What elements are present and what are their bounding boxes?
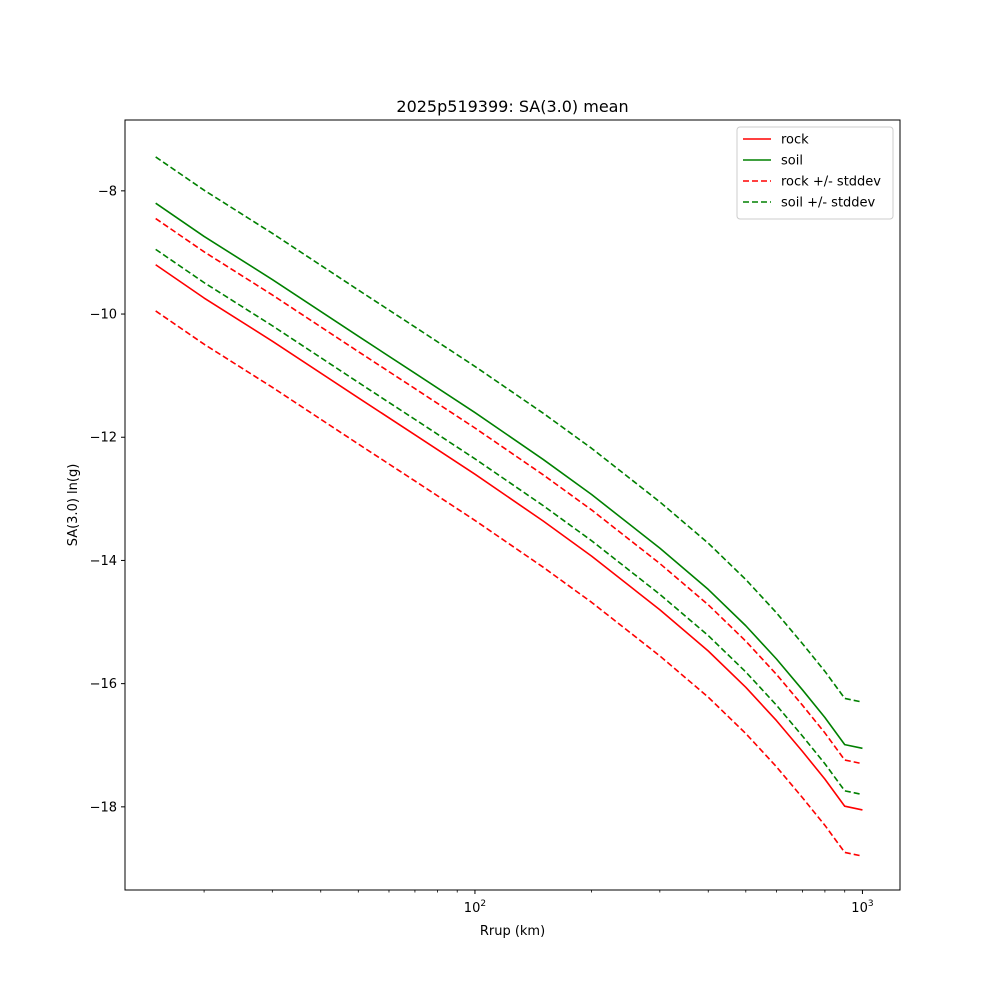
legend-label: soil +/- stddev bbox=[781, 196, 876, 211]
legend-label: rock +/- stddev bbox=[781, 175, 881, 190]
x-axis-label: Rrup (km) bbox=[480, 924, 545, 939]
y-axis-label: SA(3.0) ln(g) bbox=[66, 464, 81, 547]
series-line-1 bbox=[155, 202, 863, 750]
x-tick-label: 103 bbox=[851, 899, 873, 916]
y-tick-label: −18 bbox=[90, 800, 117, 815]
series-line-5 bbox=[155, 248, 863, 796]
legend-label: soil bbox=[781, 154, 803, 169]
x-tick-label: 102 bbox=[464, 899, 486, 916]
y-tick-label: −10 bbox=[90, 308, 117, 323]
y-tick-label: −8 bbox=[98, 184, 117, 199]
series-line-2 bbox=[155, 217, 863, 765]
series-line-0 bbox=[155, 264, 863, 811]
y-tick-label: −12 bbox=[90, 431, 117, 446]
series-lines bbox=[155, 156, 863, 857]
series-line-4 bbox=[155, 156, 863, 703]
legend: rock soil rock +/- stddev soil +/- stddev bbox=[736, 126, 894, 220]
legend-box bbox=[736, 126, 894, 220]
series-line-3 bbox=[155, 310, 863, 857]
legend-label: rock bbox=[781, 133, 809, 148]
y-tick-label: −14 bbox=[90, 554, 117, 569]
plot-area bbox=[124, 119, 901, 891]
axis-ticks: −8 −10 −12 −14 −16 −18 102 103 bbox=[90, 184, 874, 916]
chart-title: 2025p519399: SA(3.0) mean bbox=[396, 97, 628, 116]
y-tick-label: −16 bbox=[90, 677, 117, 692]
